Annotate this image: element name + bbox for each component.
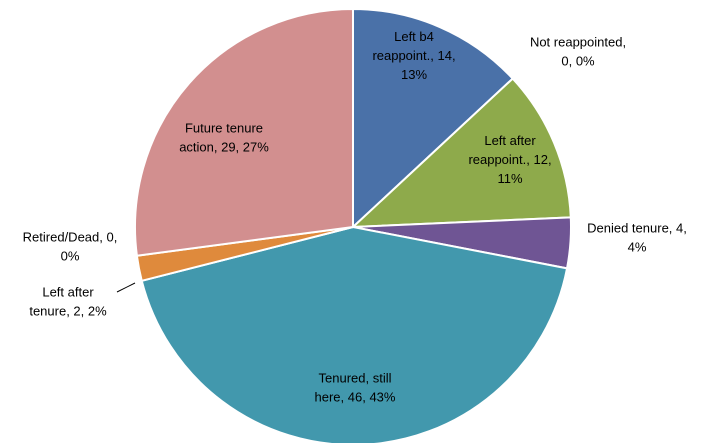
pie-slice-future-tenure-action bbox=[134, 8, 354, 257]
pie-slices bbox=[134, 8, 572, 443]
slice-label-left-after-tenure: Left after tenure, 2, 2% bbox=[29, 285, 107, 319]
slice-label-not-reappointed: Not reappointed, 0, 0% bbox=[530, 35, 626, 69]
slice-label-tenured-still-here: Tenured, still here, 46, 43% bbox=[315, 371, 396, 405]
slice-labels: Left b4 reappoint., 14, 13% Not reappointed… bbox=[23, 29, 687, 405]
pie-slice-left-b4-reappoint bbox=[352, 8, 514, 228]
pie-slice-left-after-reappoint bbox=[352, 77, 572, 228]
leader-line-left-after-tenure bbox=[116, 282, 136, 293]
slice-label-retired-dead: Retired/Dead, 0, 0% bbox=[23, 230, 118, 264]
pie-slice-tenured-still-here bbox=[140, 226, 569, 443]
slice-label-future-tenure-action: Future tenure action, 29, 27% bbox=[179, 121, 269, 155]
slice-label-left-after-reappoint: Left after reappoint., 12, 11% bbox=[468, 133, 551, 186]
slice-label-denied-tenure: Denied tenure, 4, 4% bbox=[587, 221, 687, 255]
slice-label-left-b4-reappoint: Left b4 reappoint., 14, 13% bbox=[372, 29, 455, 82]
